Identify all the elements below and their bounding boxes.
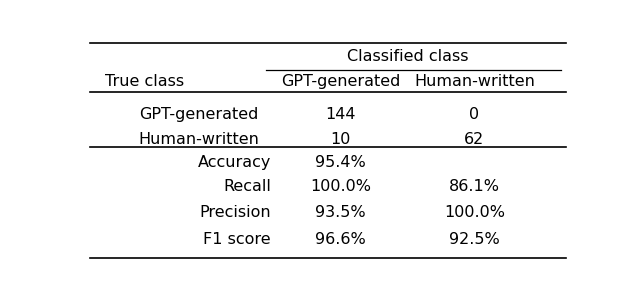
Text: F1 score: F1 score	[204, 232, 271, 247]
Text: 92.5%: 92.5%	[449, 232, 500, 247]
Text: GPT-generated: GPT-generated	[281, 74, 400, 89]
Text: 100.0%: 100.0%	[444, 205, 505, 220]
Text: 93.5%: 93.5%	[315, 205, 365, 220]
Text: Human-written: Human-written	[139, 132, 259, 147]
Text: GPT-generated: GPT-generated	[140, 107, 259, 122]
Text: Recall: Recall	[223, 179, 271, 194]
Text: 62: 62	[464, 132, 484, 147]
Text: 100.0%: 100.0%	[310, 179, 371, 194]
Text: 144: 144	[325, 107, 356, 122]
Text: Classified class: Classified class	[347, 49, 468, 64]
Text: 10: 10	[330, 132, 351, 147]
Text: True class: True class	[105, 74, 184, 89]
Text: Human-written: Human-written	[414, 74, 535, 89]
Text: 0: 0	[469, 107, 479, 122]
Text: Precision: Precision	[199, 205, 271, 220]
Text: Accuracy: Accuracy	[198, 155, 271, 170]
Text: 86.1%: 86.1%	[449, 179, 500, 194]
Text: 95.4%: 95.4%	[315, 155, 366, 170]
Text: 96.6%: 96.6%	[315, 232, 366, 247]
